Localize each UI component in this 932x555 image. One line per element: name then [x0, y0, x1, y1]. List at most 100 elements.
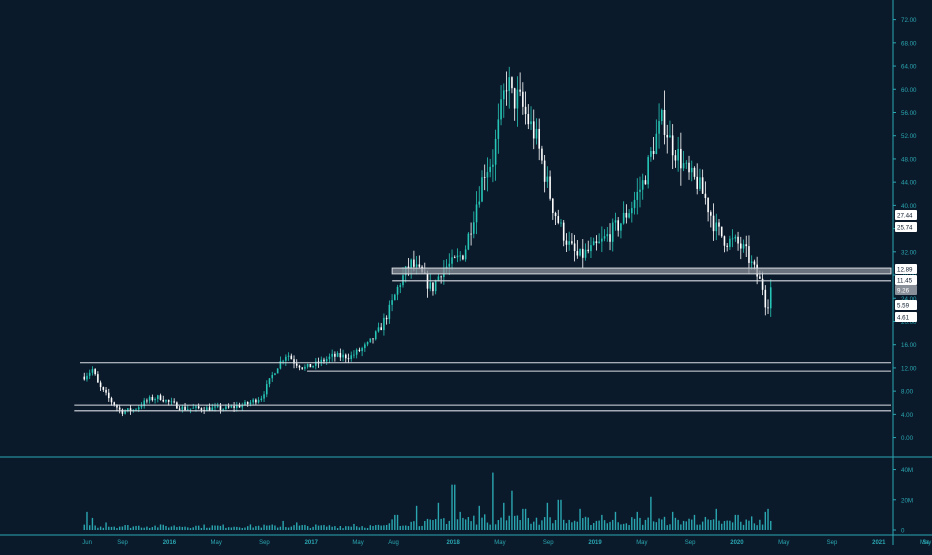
- candle-body: [200, 408, 203, 411]
- candle-body: [753, 261, 756, 265]
- volume-bar: [688, 518, 690, 530]
- candle-body: [579, 248, 581, 256]
- candle: [595, 235, 598, 251]
- candle: [508, 66, 511, 109]
- price-tick-label: 40.00: [901, 203, 917, 210]
- candle: [546, 166, 549, 189]
- candle: [236, 401, 238, 412]
- volume-bar: [639, 517, 641, 530]
- volume-bar: [470, 521, 472, 530]
- support-zone[interactable]: [391, 267, 892, 275]
- volume-bar: [151, 527, 154, 530]
- candle-body: [140, 405, 143, 408]
- candle-body: [383, 317, 385, 331]
- candle: [391, 294, 393, 312]
- candle: [641, 173, 644, 200]
- candle-body: [437, 276, 440, 281]
- candle: [162, 395, 165, 403]
- candle-body: [325, 359, 328, 362]
- time-tick-label: May: [920, 540, 931, 546]
- candle-body: [358, 349, 361, 352]
- candle-body: [764, 289, 767, 308]
- volume-bar: [701, 521, 704, 530]
- candle: [184, 403, 186, 412]
- price-tick-label: 0.00: [901, 435, 914, 442]
- candle-body: [568, 241, 570, 245]
- volume-bar: [181, 526, 184, 530]
- price-tag-box: [895, 312, 917, 322]
- candle-body: [769, 287, 772, 309]
- candle-body: [246, 401, 249, 405]
- candle-body: [677, 148, 679, 161]
- candle: [276, 368, 279, 374]
- candle: [107, 388, 110, 402]
- candle-body: [641, 180, 644, 190]
- candle-body: [669, 135, 671, 138]
- candle: [374, 330, 377, 341]
- candle-body: [129, 408, 132, 412]
- volume-bar: [108, 526, 110, 530]
- volume-bar: [429, 519, 431, 530]
- candle-body: [486, 172, 489, 178]
- volume-bar: [173, 525, 175, 530]
- candle-body: [377, 327, 380, 332]
- volume-bar: [298, 525, 301, 530]
- candle-body: [265, 384, 268, 395]
- candle: [241, 402, 244, 411]
- candle: [647, 154, 649, 189]
- volume-bar: [426, 518, 429, 530]
- price-tick-label: 8.00: [901, 389, 914, 396]
- volume-bar: [197, 525, 200, 530]
- volume-bar: [211, 525, 213, 530]
- price-tag: 25.74: [895, 222, 917, 232]
- candle-body: [127, 408, 129, 411]
- candle: [671, 124, 674, 170]
- volume-bar: [655, 522, 658, 530]
- time-tick-label: Se: [922, 540, 930, 546]
- candle-body: [167, 400, 170, 402]
- candle-body: [385, 317, 388, 320]
- candle-body: [380, 327, 382, 331]
- time-tick-label: 2018: [446, 540, 460, 546]
- volume-bar: [89, 525, 91, 530]
- volume-bar: [364, 527, 366, 530]
- volume-bar: [631, 517, 633, 530]
- volume-bar: [538, 524, 540, 530]
- candle-body: [522, 91, 524, 107]
- candle: [206, 405, 208, 412]
- candle-body: [647, 156, 649, 185]
- candle-body: [674, 155, 677, 161]
- volume-bar: [176, 527, 178, 530]
- volume-bar: [448, 520, 450, 530]
- horizontal-levels[interactable]: [74, 267, 892, 412]
- candle: [492, 149, 494, 183]
- candle-body: [699, 177, 701, 189]
- candle-body: [298, 365, 301, 368]
- volume-bar: [527, 517, 529, 530]
- volume-bar: [124, 525, 126, 530]
- volume-bar: [587, 517, 589, 530]
- volume-bar: [263, 524, 265, 530]
- volume-bar: [541, 520, 543, 530]
- volume-bar: [554, 520, 557, 530]
- volume-bar: [279, 526, 282, 530]
- candle: [690, 160, 693, 182]
- candle-body: [633, 199, 636, 209]
- price-tag-label: 9.26: [897, 288, 910, 295]
- volume-bar: [721, 523, 723, 530]
- time-tick-label: May: [494, 540, 505, 546]
- candle: [549, 170, 551, 201]
- candle-body: [636, 191, 639, 200]
- candle-body: [655, 133, 658, 154]
- candle-body: [742, 244, 745, 249]
- candle: [91, 366, 94, 376]
- candle-body: [467, 233, 470, 250]
- volume-bar: [696, 524, 698, 530]
- candle-body: [650, 150, 652, 157]
- volume-bar: [666, 525, 668, 530]
- candle: [157, 394, 159, 403]
- time-tick-label: May: [778, 540, 789, 546]
- volume-bar: [326, 526, 328, 530]
- candle: [127, 408, 129, 413]
